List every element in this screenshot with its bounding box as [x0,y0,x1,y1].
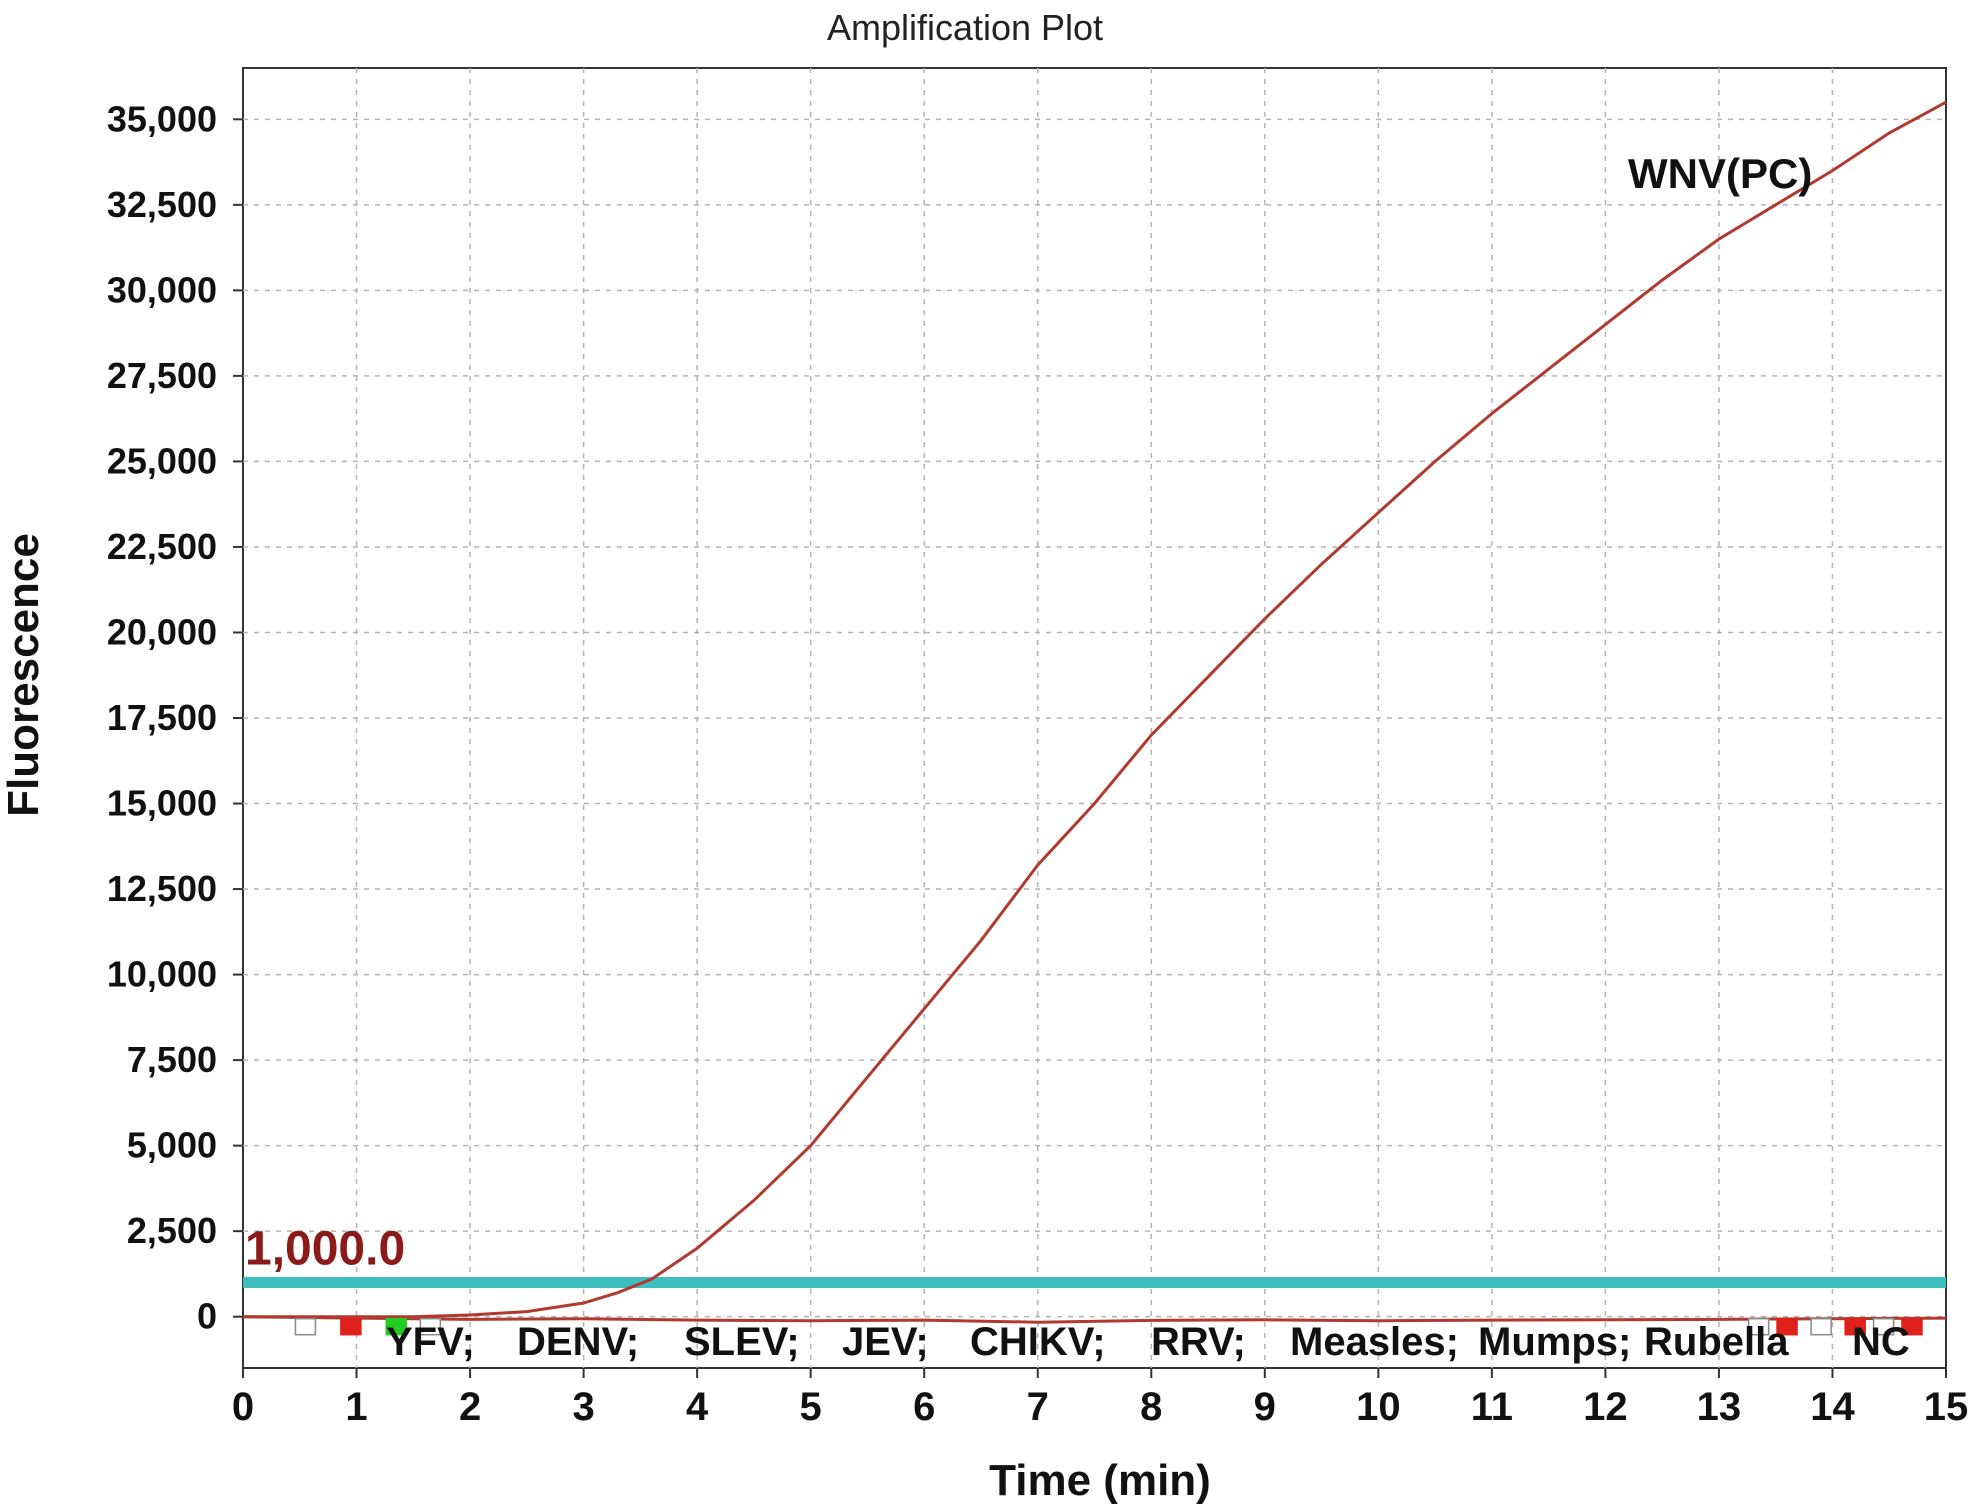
series-label-negative: YFV; [386,1320,475,1364]
x-tick-label: 3 [572,1385,594,1429]
x-tick-label: 1 [345,1385,367,1429]
sample-marker [385,1317,408,1336]
y-tick-label: 17,500 [107,697,217,738]
y-tick-label: 35,000 [107,98,217,139]
series-label-negative: CHIKV; [970,1320,1106,1364]
negative-controls-line [242,1315,1947,1324]
sample-marker [1844,1317,1866,1336]
sample-marker [1776,1317,1798,1336]
x-tick-label: 5 [800,1385,822,1429]
x-tick-label: 2 [459,1385,481,1429]
y-axis-title: Fluorescence [0,533,48,817]
x-tick-label: 11 [1471,1385,1513,1429]
sample-marker [1901,1317,1923,1336]
y-tick-label: 2,500 [127,1210,217,1251]
sample-marker [294,1317,317,1336]
series-label-negative: Measles; [1290,1320,1459,1364]
chart-title: Amplification Plot [827,7,1103,48]
x-tick-label: 12 [1583,1385,1628,1429]
series-label-negative: SLEV; [684,1320,800,1364]
series-label-negative: JEV; [842,1320,929,1364]
sample-marker [1872,1317,1895,1336]
x-tick-label: 15 [1924,1385,1969,1429]
plot-area: 0 2,500 5,000 7,500 10,000 12,500 15,000 17,500… [107,67,1969,1429]
sample-marker [1810,1317,1832,1336]
sample-marker [419,1317,442,1336]
sample-marker [340,1317,362,1336]
series-label-negative: RRV; [1151,1320,1246,1364]
threshold-label: 1,000.0 [245,1222,405,1275]
x-tick-label: 0 [232,1385,254,1429]
y-tick-label: 10,000 [107,954,217,995]
x-tick-label: 7 [1027,1385,1049,1429]
y-tick-label: 27,500 [107,355,217,396]
series-label-negative: DENV; [517,1320,639,1364]
y-tick-label: 15,000 [107,783,217,824]
y-tick-label: 32,500 [107,184,217,225]
y-tick-label: 7,500 [127,1039,217,1080]
x-tick-label: 4 [686,1385,709,1429]
y-tick-label: 12,500 [107,868,217,909]
x-tick-label: 8 [1140,1385,1162,1429]
y-tick-label: 20,000 [107,611,217,652]
y-tick-label: 5,000 [127,1125,217,1166]
y-tick-label: 22,500 [107,526,217,567]
y-tick-label: 0 [197,1296,217,1337]
x-tick-label: 10 [1356,1385,1401,1429]
series-label-negative: Rubella [1644,1320,1789,1364]
y-tick-label: 25,000 [107,440,217,481]
y-tick-label: 30,000 [107,269,217,310]
x-tick-label: 14 [1810,1385,1855,1429]
wnv-pc-line [243,100,1947,1319]
x-tick-label: 9 [1254,1385,1276,1429]
x-tick-label: 13 [1697,1385,1742,1429]
series-label-negative: NC [1852,1320,1910,1364]
series-label-negative: Mumps; [1478,1320,1631,1364]
x-tick-label: 6 [913,1385,935,1429]
x-axis-title: Time (min) [989,1456,1211,1505]
series-label-wnv-pc: WNV(PC) [1628,150,1812,197]
sample-marker [1747,1317,1770,1336]
